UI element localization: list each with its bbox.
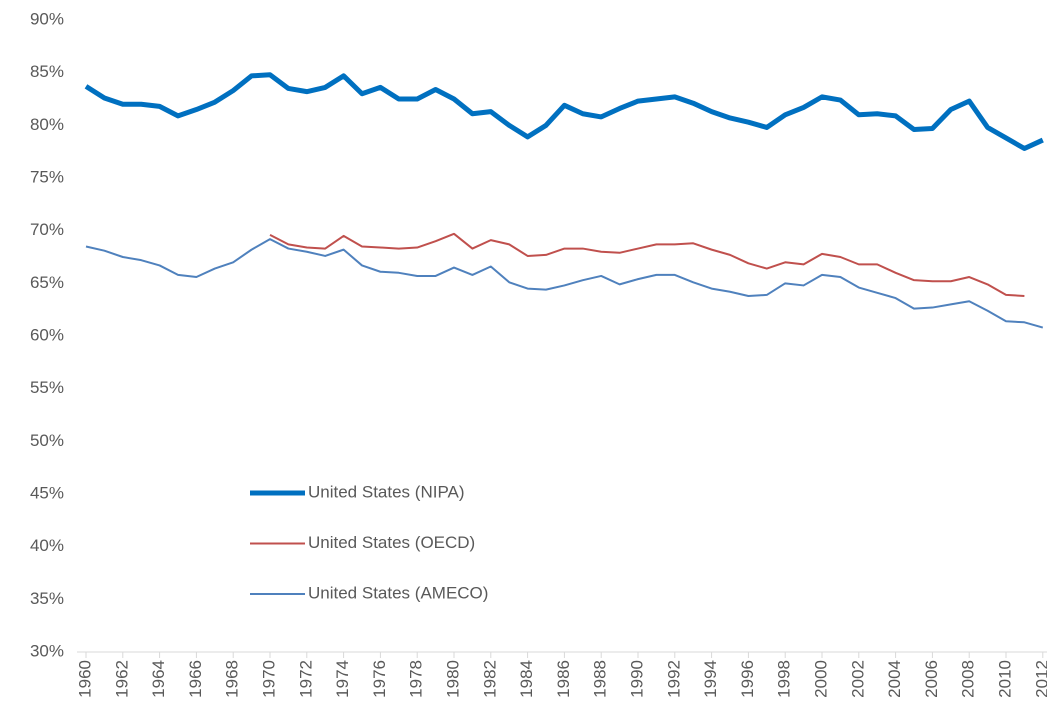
y-tick-label: 85% xyxy=(30,62,64,81)
x-tick-label: 1992 xyxy=(664,660,683,698)
x-tick-label: 2004 xyxy=(885,660,904,698)
legend-label: United States (NIPA) xyxy=(308,482,465,501)
legend-label: United States (AMECO) xyxy=(308,583,488,602)
x-tick-label: 2010 xyxy=(995,660,1014,698)
x-tick-label: 1970 xyxy=(259,660,278,698)
x-tick-label: 1994 xyxy=(701,660,720,698)
x-tick-label: 2008 xyxy=(959,660,978,698)
x-tick-label: 1980 xyxy=(443,660,462,698)
y-tick-label: 40% xyxy=(30,536,64,555)
x-tick-label: 1996 xyxy=(738,660,757,698)
x-tick-label: 2006 xyxy=(922,660,941,698)
series-line xyxy=(85,238,1044,329)
y-tick-label: 45% xyxy=(30,483,64,502)
x-tick-label: 1988 xyxy=(591,660,610,698)
x-tick-label: 1966 xyxy=(186,660,205,698)
x-tick-label: 1976 xyxy=(370,660,389,698)
x-tick-label: 1986 xyxy=(554,660,573,698)
y-tick-label: 35% xyxy=(30,589,64,608)
y-tick-label: 30% xyxy=(30,641,64,660)
y-tick-label: 50% xyxy=(30,431,64,450)
x-tick-label: 1960 xyxy=(75,660,94,698)
y-tick-label: 70% xyxy=(30,220,64,239)
y-tick-label: 90% xyxy=(30,9,64,28)
x-tick-label: 1978 xyxy=(407,660,426,698)
series-line xyxy=(84,72,1044,152)
x-tick-label: 1972 xyxy=(296,660,315,698)
y-tick-label: 55% xyxy=(30,378,64,397)
x-tick-label: 2002 xyxy=(848,660,867,698)
y-tick-label: 65% xyxy=(30,273,64,292)
x-tick-label: 2012 xyxy=(1032,660,1047,698)
x-tick-label: 1962 xyxy=(112,660,131,698)
x-tick-label: 1990 xyxy=(627,660,646,698)
y-tick-label: 80% xyxy=(30,115,64,134)
x-tick-label: 1974 xyxy=(333,660,352,698)
x-tick-label: 1964 xyxy=(149,660,168,698)
x-tick-label: 2000 xyxy=(811,660,830,698)
legend-label: United States (OECD) xyxy=(308,533,475,552)
series-line xyxy=(269,232,1025,297)
x-tick-label: 1982 xyxy=(480,660,499,698)
x-tick-label: 1984 xyxy=(517,660,536,698)
x-tick-label: 1998 xyxy=(775,660,794,698)
y-tick-label: 60% xyxy=(30,325,64,344)
y-tick-label: 75% xyxy=(30,167,64,186)
x-tick-label: 1968 xyxy=(223,660,242,698)
